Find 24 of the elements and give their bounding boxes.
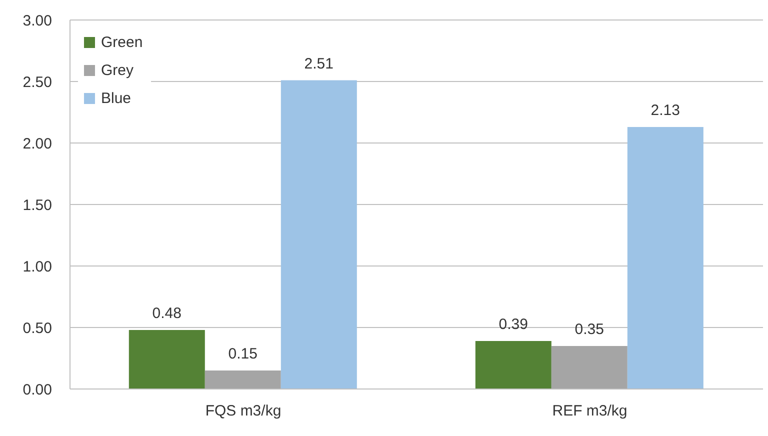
- data-label: 0.39: [498, 316, 528, 334]
- bar: [204, 370, 281, 389]
- legend-label: Blue: [101, 90, 132, 106]
- y-tick-label: 2.00: [22, 135, 52, 152]
- x-tick-label: FQS m3/kg: [205, 402, 282, 420]
- bar: [475, 341, 552, 389]
- y-tick-label: 0.50: [22, 320, 52, 337]
- x-tick-label: REF m3/kg: [552, 402, 628, 420]
- legend-label: Grey: [101, 62, 134, 78]
- legend-label: Green: [101, 34, 143, 50]
- data-label: 0.35: [574, 320, 604, 338]
- y-tick-label: 1.00: [22, 258, 52, 276]
- bar: [627, 127, 704, 389]
- bar: [280, 80, 357, 389]
- data-label: 0.48: [152, 304, 182, 322]
- data-label: 2.51: [304, 55, 334, 72]
- y-tick-label: 1.50: [22, 196, 52, 214]
- data-label: 2.13: [650, 102, 680, 120]
- data-label: 0.15: [228, 346, 258, 363]
- y-tick-label: 0.00: [22, 381, 52, 398]
- bar: [128, 330, 205, 389]
- y-tick-label: 3.00: [22, 12, 52, 30]
- bar: [551, 346, 628, 389]
- y-tick-label: 2.50: [22, 74, 52, 91]
